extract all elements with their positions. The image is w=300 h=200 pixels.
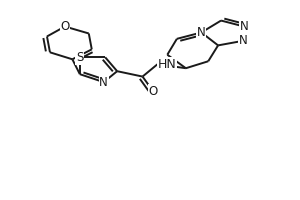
Text: N: N: [239, 34, 248, 47]
Text: N: N: [197, 26, 206, 39]
Text: O: O: [148, 85, 158, 98]
Text: N: N: [240, 20, 248, 33]
Text: N: N: [99, 76, 108, 89]
Text: HN: HN: [158, 58, 176, 71]
Text: O: O: [60, 20, 70, 33]
Text: S: S: [76, 51, 83, 64]
